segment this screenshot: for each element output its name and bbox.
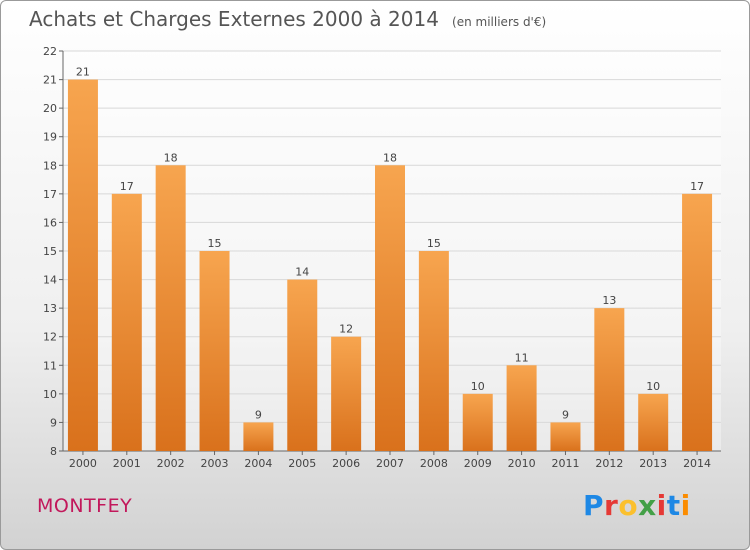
data-label: 10 <box>471 380 485 393</box>
logo-letter: i <box>680 489 691 522</box>
chart-unit: (en milliers d'€) <box>452 15 547 29</box>
data-label: 17 <box>690 180 704 193</box>
logo-letter: P <box>583 489 605 522</box>
bar <box>375 165 405 452</box>
bar <box>331 336 362 451</box>
data-label: 15 <box>427 237 441 250</box>
data-label: 15 <box>208 237 222 250</box>
data-label: 12 <box>339 323 353 336</box>
logo-letter: i <box>656 489 667 522</box>
y-tick-label: 9 <box>50 416 57 429</box>
y-tick-label: 15 <box>43 245 57 258</box>
x-tick-label: 2000 <box>69 457 97 470</box>
data-label: 18 <box>164 151 178 164</box>
bar <box>155 165 186 452</box>
proxiti-logo: Proxiti <box>583 489 691 522</box>
x-tick-label: 2004 <box>244 457 272 470</box>
y-tick-label: 16 <box>43 216 57 229</box>
x-tick-label: 2007 <box>376 457 404 470</box>
logo-letter: t <box>666 489 681 522</box>
data-label: 14 <box>295 266 309 279</box>
y-tick-label: 20 <box>43 102 57 115</box>
y-tick-label: 21 <box>43 74 57 87</box>
data-label: 9 <box>562 408 569 421</box>
y-tick-label: 12 <box>43 331 57 344</box>
y-tick-label: 8 <box>50 445 57 458</box>
bar <box>199 251 230 451</box>
data-label: 13 <box>602 294 616 307</box>
y-tick-label: 19 <box>43 131 57 144</box>
y-tick-label: 13 <box>43 302 57 315</box>
data-label: 17 <box>120 180 134 193</box>
bar <box>682 193 713 451</box>
y-tick-label: 17 <box>43 188 57 201</box>
y-tick-label: 11 <box>43 359 57 372</box>
x-tick-label: 2001 <box>113 457 141 470</box>
x-tick-label: 2003 <box>201 457 229 470</box>
logo-letter: o <box>618 489 639 522</box>
data-label: 18 <box>383 151 397 164</box>
y-tick-label: 10 <box>43 388 57 401</box>
logo-letter: x <box>638 489 657 522</box>
data-label: 11 <box>515 351 529 364</box>
bar <box>506 365 537 451</box>
title-row: Achats et Charges Externes 2000 à 2014 (… <box>29 7 546 31</box>
data-label: 21 <box>76 66 90 79</box>
bar <box>67 79 98 452</box>
bar <box>594 308 625 451</box>
bar <box>243 422 274 451</box>
x-tick-label: 2011 <box>551 457 579 470</box>
x-tick-label: 2010 <box>508 457 536 470</box>
data-label: 9 <box>255 408 262 421</box>
bar <box>550 422 581 451</box>
bar <box>418 251 449 451</box>
y-tick-label: 14 <box>43 274 57 287</box>
x-tick-label: 2013 <box>639 457 667 470</box>
chart-title: Achats et Charges Externes 2000 à 2014 <box>29 7 439 31</box>
y-tick-label: 18 <box>43 159 57 172</box>
bar <box>287 279 318 451</box>
bar <box>111 193 142 451</box>
x-tick-label: 2014 <box>683 457 711 470</box>
x-tick-label: 2005 <box>288 457 316 470</box>
data-label: 10 <box>646 380 660 393</box>
x-tick-label: 2006 <box>332 457 360 470</box>
bar <box>462 393 493 451</box>
x-tick-label: 2009 <box>464 457 492 470</box>
commune-name: MONTFEY <box>37 495 133 517</box>
x-tick-label: 2012 <box>595 457 623 470</box>
logo-letter: r <box>604 489 619 522</box>
x-tick-label: 2008 <box>420 457 448 470</box>
x-tick-label: 2002 <box>157 457 185 470</box>
y-tick-label: 22 <box>43 45 57 58</box>
bar <box>638 393 669 451</box>
